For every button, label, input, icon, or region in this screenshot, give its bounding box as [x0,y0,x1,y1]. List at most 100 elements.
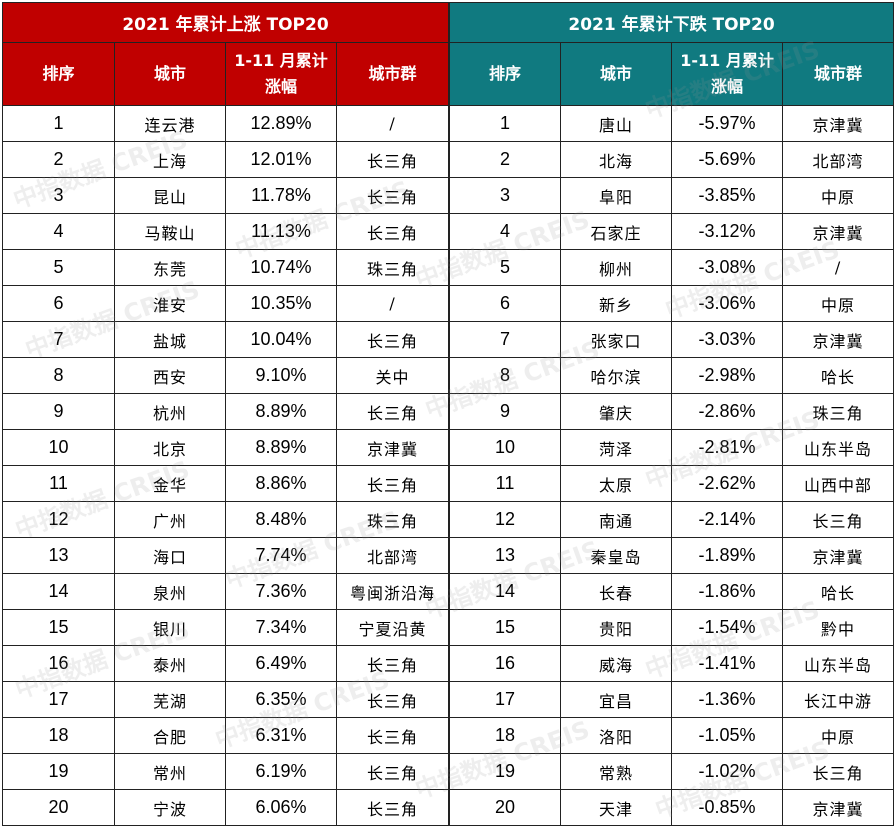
fall-change-cell: -1.36% [671,681,784,718]
fall-change-cell: -0.85% [671,789,784,826]
rise-city-cell: 上海 [114,141,226,178]
rise-city-cell: 海口 [114,537,226,574]
rise-header-city: 城市 [114,42,226,106]
rise-city-cell: 昆山 [114,177,226,214]
rise-change-cell: 9.10% [225,357,337,394]
rise-city-cell: 盐城 [114,321,226,358]
fall-change-cell: -5.97% [671,105,784,142]
rise-table-row: 20 宁波 6.06% 长三角 [2,789,450,826]
fall-rank-cell: 5 [449,249,562,286]
rise-city-cell: 泉州 [114,573,226,610]
fall-header-city: 城市 [560,42,673,106]
fall-table-row: 2 北海 -5.69% 北部湾 [449,141,895,178]
rise-change-cell: 6.31% [225,717,337,754]
rise-city-cell: 广州 [114,501,226,538]
fall-city-cell: 秦皇岛 [560,537,673,574]
fall-change-cell: -1.41% [671,645,784,682]
rise-table-row: 14 泉州 7.36% 粤闽浙沿海 [2,573,450,610]
fall-table-row: 11 太原 -2.62% 山西中部 [449,465,895,502]
fall-group-cell: 京津冀 [782,537,895,574]
rise-group-cell: 长三角 [335,177,450,214]
rise-group-cell: 长三角 [335,465,450,502]
rise-group-cell: 长三角 [335,789,450,826]
fall-group-cell: 哈长 [782,357,895,394]
fall-rank-cell: 11 [449,465,562,502]
rise-group-cell: 长三角 [335,393,450,430]
rise-rank-cell: 16 [2,645,115,682]
fall-group-cell: 长江中游 [782,681,895,718]
fall-table-row: 6 新乡 -3.06% 中原 [449,285,895,322]
fall-city-cell: 哈尔滨 [560,357,673,394]
rise-group-cell: 北部湾 [335,537,450,574]
rise-city-cell: 马鞍山 [114,213,226,250]
rise-group-cell: 京津冀 [335,429,450,466]
rise-change-cell: 6.06% [225,789,337,826]
rise-group-cell: 关中 [335,357,450,394]
fall-table-row: 17 宜昌 -1.36% 长江中游 [449,681,895,718]
fall-table: 2021 年累计下跌 TOP20 排序 城市 1-11 月累计 涨幅 城市群 1… [449,2,895,826]
fall-city-cell: 天津 [560,789,673,826]
rise-city-cell: 宁波 [114,789,226,826]
fall-group-cell: 哈长 [782,573,895,610]
rise-group-cell: / [335,105,450,142]
rise-rank-cell: 2 [2,141,115,178]
rise-city-cell: 东莞 [114,249,226,286]
fall-table-row: 15 贵阳 -1.54% 黔中 [449,609,895,646]
fall-group-cell: 京津冀 [782,789,895,826]
rise-rank-cell: 14 [2,573,115,610]
rise-group-cell: 长三角 [335,141,450,178]
rise-group-cell: 珠三角 [335,501,450,538]
fall-table-row: 3 阜阳 -3.85% 中原 [449,177,895,214]
fall-change-cell: -3.08% [671,249,784,286]
rise-city-cell: 合肥 [114,717,226,754]
rise-change-cell: 8.48% [225,501,337,538]
rise-change-cell: 6.49% [225,645,337,682]
rise-table-row: 9 杭州 8.89% 长三角 [2,393,450,430]
rise-rank-cell: 7 [2,321,115,358]
rise-group-cell: 粤闽浙沿海 [335,573,450,610]
fall-rank-cell: 8 [449,357,562,394]
rise-rank-cell: 18 [2,717,115,754]
rise-group-cell: 长三角 [335,753,450,790]
rise-group-cell: 宁夏沿黄 [335,609,450,646]
fall-table-row: 14 长春 -1.86% 哈长 [449,573,895,610]
rise-change-cell: 11.78% [225,177,337,214]
rise-change-cell: 12.01% [225,141,337,178]
fall-city-cell: 石家庄 [560,213,673,250]
rise-rank-cell: 6 [2,285,115,322]
rise-group-cell: 长三角 [335,213,450,250]
fall-group-cell: 长三角 [782,501,895,538]
fall-rank-cell: 12 [449,501,562,538]
rise-rank-cell: 15 [2,609,115,646]
fall-city-cell: 常熟 [560,753,673,790]
fall-table-row: 9 肇庆 -2.86% 珠三角 [449,393,895,430]
rise-table-row: 18 合肥 6.31% 长三角 [2,717,450,754]
fall-rank-cell: 4 [449,213,562,250]
rise-rank-cell: 3 [2,177,115,214]
rise-change-cell: 12.89% [225,105,337,142]
fall-group-cell: 北部湾 [782,141,895,178]
rise-change-cell: 10.04% [225,321,337,358]
rise-change-cell: 7.74% [225,537,337,574]
fall-rank-cell: 10 [449,429,562,466]
fall-table-row: 19 常熟 -1.02% 长三角 [449,753,895,790]
fall-city-cell: 洛阳 [560,717,673,754]
rise-table-row: 3 昆山 11.78% 长三角 [2,177,450,214]
fall-change-cell: -3.06% [671,285,784,322]
rise-rank-cell: 10 [2,429,115,466]
fall-city-cell: 长春 [560,573,673,610]
fall-group-cell: 京津冀 [782,213,895,250]
rise-rank-cell: 19 [2,753,115,790]
fall-table-row: 7 张家口 -3.03% 京津冀 [449,321,895,358]
fall-header-change: 1-11 月累计 涨幅 [671,42,784,106]
fall-group-cell: 中原 [782,717,895,754]
fall-city-cell: 张家口 [560,321,673,358]
fall-group-cell: 京津冀 [782,321,895,358]
fall-change-cell: -1.02% [671,753,784,790]
rise-rank-cell: 9 [2,393,115,430]
rise-table-row: 5 东莞 10.74% 珠三角 [2,249,450,286]
fall-group-cell: 长三角 [782,753,895,790]
fall-city-cell: 唐山 [560,105,673,142]
fall-table-row: 13 秦皇岛 -1.89% 京津冀 [449,537,895,574]
